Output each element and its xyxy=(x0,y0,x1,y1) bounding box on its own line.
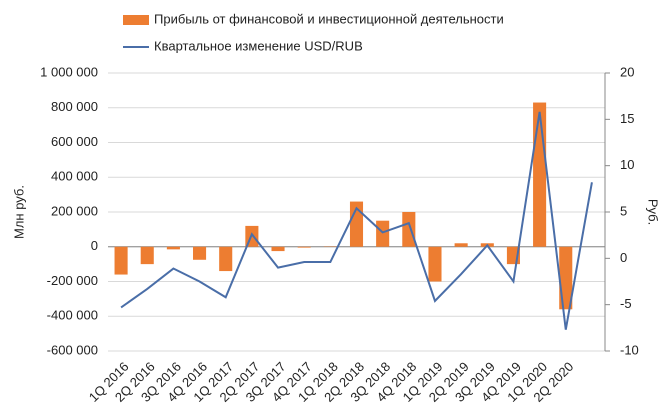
bar xyxy=(140,246,154,265)
legend-swatch xyxy=(123,15,149,25)
y2-axis-label: Руб. xyxy=(646,199,661,225)
bar xyxy=(376,220,390,247)
y-axis-label: Млн руб. xyxy=(11,185,26,239)
y2-tick-label: 10 xyxy=(620,157,634,172)
bar xyxy=(114,246,128,275)
y2-tick-label: -5 xyxy=(620,296,632,311)
y-tick-label: 800 000 xyxy=(51,99,98,114)
y-tick-label: -600 000 xyxy=(47,342,98,357)
y-tick-label: 600 000 xyxy=(51,134,98,149)
y2-tick-label: 0 xyxy=(620,250,627,265)
bar xyxy=(428,246,442,282)
y2-tick-label: 20 xyxy=(620,64,634,79)
line xyxy=(120,111,593,330)
bar xyxy=(402,212,416,247)
bar xyxy=(166,246,180,250)
y-tick-label: 1 000 000 xyxy=(40,64,98,79)
y2-tick-label: -10 xyxy=(620,342,639,357)
legend-label: Прибыль от финансовой и инвестиционной д… xyxy=(154,11,504,26)
y-tick-label: -400 000 xyxy=(47,308,98,323)
bar xyxy=(193,246,207,260)
y-tick-label: 400 000 xyxy=(51,169,98,184)
bar xyxy=(559,246,573,310)
bar xyxy=(297,246,311,248)
y-tick-label: 0 xyxy=(91,238,98,253)
bar xyxy=(533,102,547,247)
y2-tick-label: 15 xyxy=(620,111,634,126)
y-tick-label: -200 000 xyxy=(47,273,98,288)
legend-label: Квартальное изменение USD/RUB xyxy=(154,38,363,53)
y-tick-label: 200 000 xyxy=(51,203,98,218)
bar xyxy=(454,243,468,247)
bar xyxy=(271,246,285,252)
bar xyxy=(219,246,233,272)
y2-tick-label: 5 xyxy=(620,203,627,218)
